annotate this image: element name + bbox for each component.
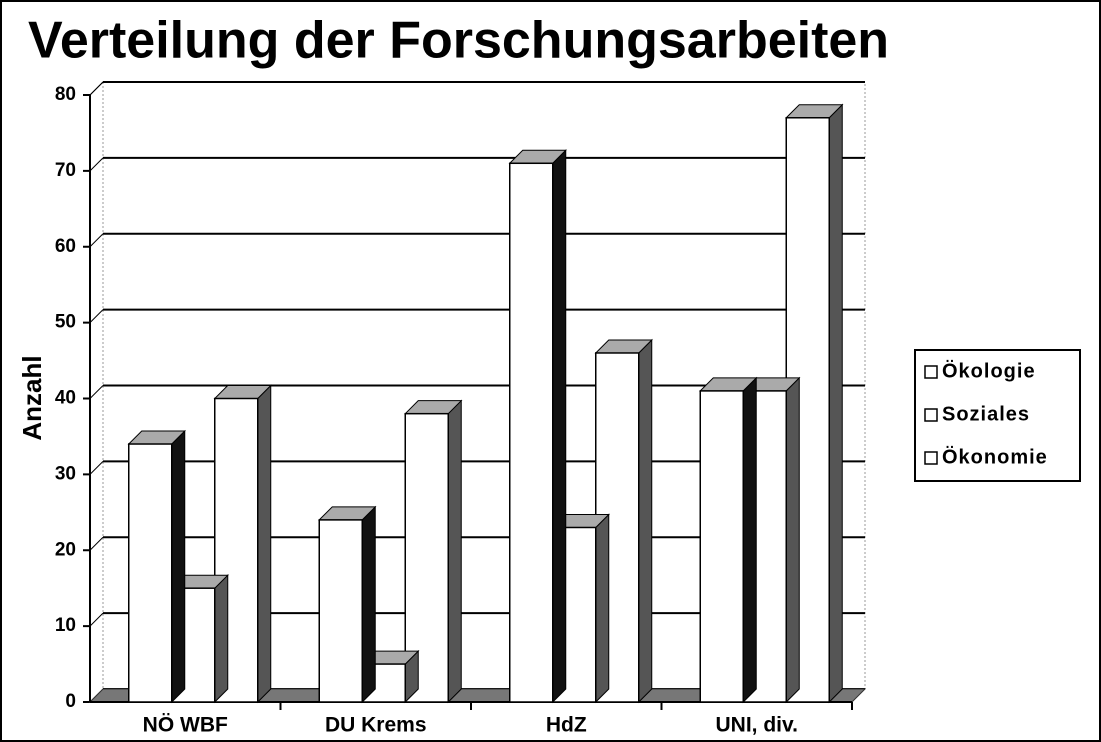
bar-side	[785, 376, 800, 704]
bar	[128, 443, 173, 703]
x-tick-label: UNI, div.	[716, 714, 798, 737]
legend-label: Ökologie	[942, 359, 1036, 382]
legend-swatch	[924, 408, 938, 422]
bar-side	[638, 338, 653, 704]
grid-line	[89, 233, 104, 248]
x-tick-label: NÖ WBF	[143, 714, 228, 737]
legend-label: Soziales	[942, 403, 1030, 425]
y-tick-label: 70	[55, 160, 76, 181]
y-axis-label: Anzahl	[17, 355, 47, 440]
y-tick-label: 60	[55, 236, 76, 257]
grid-line	[89, 309, 104, 323]
x-tick-label: DU Krems	[325, 714, 427, 737]
y-tick-label: 40	[55, 388, 76, 409]
y-tick-label: 30	[55, 463, 76, 484]
grid-line	[89, 157, 104, 172]
x-tick-label: HdZ	[546, 714, 587, 737]
grid-line	[89, 461, 104, 475]
grid-line	[89, 612, 104, 627]
grid-line	[89, 385, 104, 399]
legend-box	[914, 349, 1081, 482]
grid-line	[89, 81, 104, 96]
bar-side	[595, 513, 610, 704]
bar	[509, 162, 554, 703]
bar-side	[361, 505, 376, 704]
bar-side	[447, 399, 462, 704]
bar-side	[552, 149, 567, 704]
bar	[318, 519, 363, 703]
grid-line	[89, 536, 104, 551]
chart-title: Verteilung der Forschungsarbeiten	[28, 12, 889, 70]
bar	[699, 390, 744, 703]
legend-swatch	[924, 365, 938, 379]
bar-side	[742, 376, 757, 704]
legend-label: Ökonomie	[942, 445, 1048, 468]
bar-side	[214, 573, 229, 704]
y-tick-label: 80	[55, 84, 76, 105]
bar-side	[257, 384, 272, 704]
y-tick-label: 0	[65, 691, 76, 712]
bar-side	[828, 103, 843, 704]
y-tick-label: 50	[55, 312, 76, 333]
y-tick-label: 10	[55, 615, 76, 636]
legend-swatch	[924, 451, 938, 465]
bar-side	[171, 429, 186, 704]
y-tick-label: 20	[55, 539, 76, 560]
